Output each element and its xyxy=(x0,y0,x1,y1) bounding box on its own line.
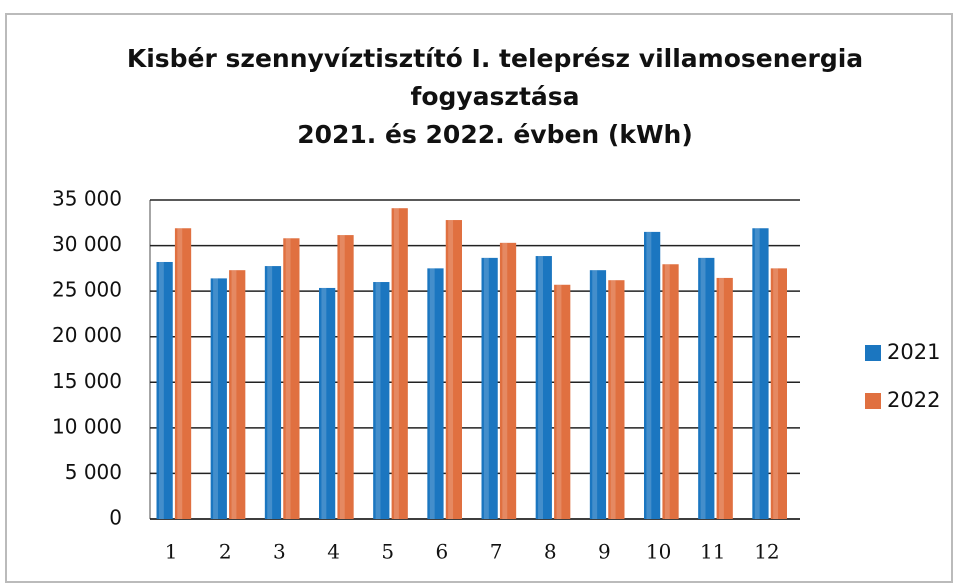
bar xyxy=(608,280,625,519)
bar xyxy=(716,277,733,519)
x-tick-label: 4 xyxy=(327,540,340,564)
chart-title: Kisbér szennyvíztisztító I. teleprész vi… xyxy=(127,44,863,73)
bar-highlight xyxy=(267,266,273,519)
y-tick-label: 10 000 xyxy=(52,414,122,438)
bar xyxy=(770,268,787,519)
bar xyxy=(499,242,517,519)
x-tick-label: 9 xyxy=(598,540,611,564)
y-tick-label: 0 xyxy=(109,506,122,530)
bar xyxy=(554,284,571,519)
bar xyxy=(337,235,354,519)
y-tick-label: 5 000 xyxy=(65,460,122,484)
bar-highlight xyxy=(754,228,760,520)
bar-highlight xyxy=(483,257,489,519)
y-tick-label: 30 000 xyxy=(52,232,122,256)
legend-swatch xyxy=(865,345,881,361)
bar xyxy=(427,268,444,519)
bar-highlight xyxy=(448,220,454,519)
x-tick-label: 5 xyxy=(381,540,394,564)
bar xyxy=(698,257,715,519)
bar-highlight xyxy=(429,268,435,519)
bar-highlight xyxy=(773,268,779,519)
x-tick-label: 8 xyxy=(544,540,557,564)
bar xyxy=(644,231,661,519)
x-tick-label: 7 xyxy=(490,540,503,564)
bar-highlight xyxy=(502,242,508,519)
bar xyxy=(229,270,246,519)
bar-highlight xyxy=(719,277,724,519)
bar-highlight xyxy=(339,235,345,519)
bar xyxy=(662,264,679,519)
x-tick-label: 2 xyxy=(219,540,232,564)
x-tick-label: 10 xyxy=(646,540,671,564)
bar-highlight xyxy=(158,261,164,519)
y-tick-label: 15 000 xyxy=(52,369,122,393)
bar-highlight xyxy=(321,287,327,519)
y-tick-label: 25 000 xyxy=(52,278,122,302)
legend-label: 2021 xyxy=(887,340,940,364)
x-tick-label: 6 xyxy=(436,540,449,564)
bar xyxy=(283,238,300,519)
bar-highlight xyxy=(610,280,616,519)
legend-swatch xyxy=(865,393,881,409)
bar xyxy=(391,208,408,519)
chart-title: 2021. és 2022. évben (kWh) xyxy=(297,120,693,149)
bar xyxy=(481,257,498,519)
bar xyxy=(589,270,607,519)
bar xyxy=(264,266,282,519)
bar-highlight xyxy=(177,228,183,520)
x-tick-label: 11 xyxy=(700,540,725,564)
x-tick-label: 1 xyxy=(165,540,178,564)
bar-highlight xyxy=(700,257,706,519)
bar-highlight xyxy=(538,256,543,519)
bar xyxy=(373,282,390,519)
bar xyxy=(174,228,192,520)
bar xyxy=(319,287,336,519)
bar-highlight xyxy=(664,264,670,519)
y-tick-label: 35 000 xyxy=(52,187,122,211)
bar-highlight xyxy=(556,284,562,519)
chart-title: fogyasztása xyxy=(410,82,579,111)
bar-highlight xyxy=(394,208,399,519)
bar xyxy=(210,278,227,519)
bar xyxy=(535,256,552,519)
chart-border xyxy=(5,13,953,583)
y-tick-label: 20 000 xyxy=(52,323,122,347)
bar-highlight xyxy=(285,238,291,519)
x-tick-label: 12 xyxy=(754,540,779,564)
bar xyxy=(445,220,462,519)
bar-highlight xyxy=(592,270,598,519)
legend-label: 2022 xyxy=(887,388,940,412)
bar-highlight xyxy=(375,282,381,519)
bar xyxy=(752,228,769,520)
bar xyxy=(156,261,173,519)
x-tick-label: 3 xyxy=(273,540,286,564)
bar-highlight xyxy=(213,278,218,519)
bar-highlight xyxy=(231,270,237,519)
bar-highlight xyxy=(646,231,652,519)
